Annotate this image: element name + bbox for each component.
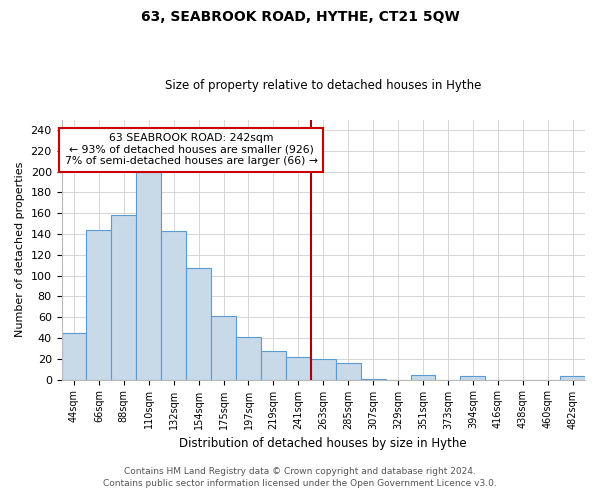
- Bar: [161, 231, 186, 380]
- Y-axis label: Number of detached properties: Number of detached properties: [15, 162, 25, 337]
- Title: Size of property relative to detached houses in Hythe: Size of property relative to detached ho…: [165, 79, 481, 92]
- Bar: [560, 376, 585, 380]
- Bar: [261, 352, 286, 380]
- Bar: [311, 359, 336, 380]
- Bar: [186, 268, 211, 380]
- Text: Contains public sector information licensed under the Open Government Licence v3: Contains public sector information licen…: [103, 478, 497, 488]
- Bar: [460, 376, 485, 380]
- Bar: [211, 316, 236, 380]
- Text: 63 SEABROOK ROAD: 242sqm
← 93% of detached houses are smaller (926)
7% of semi-d: 63 SEABROOK ROAD: 242sqm ← 93% of detach…: [65, 133, 317, 166]
- Bar: [62, 333, 86, 380]
- Bar: [136, 172, 161, 380]
- Bar: [86, 230, 112, 380]
- Bar: [236, 337, 261, 380]
- Bar: [361, 378, 386, 380]
- Text: 63, SEABROOK ROAD, HYTHE, CT21 5QW: 63, SEABROOK ROAD, HYTHE, CT21 5QW: [140, 10, 460, 24]
- Bar: [286, 356, 311, 380]
- Bar: [410, 376, 436, 380]
- Bar: [112, 215, 136, 380]
- X-axis label: Distribution of detached houses by size in Hythe: Distribution of detached houses by size …: [179, 437, 467, 450]
- Bar: [336, 363, 361, 380]
- Text: Contains HM Land Registry data © Crown copyright and database right 2024.: Contains HM Land Registry data © Crown c…: [124, 467, 476, 476]
